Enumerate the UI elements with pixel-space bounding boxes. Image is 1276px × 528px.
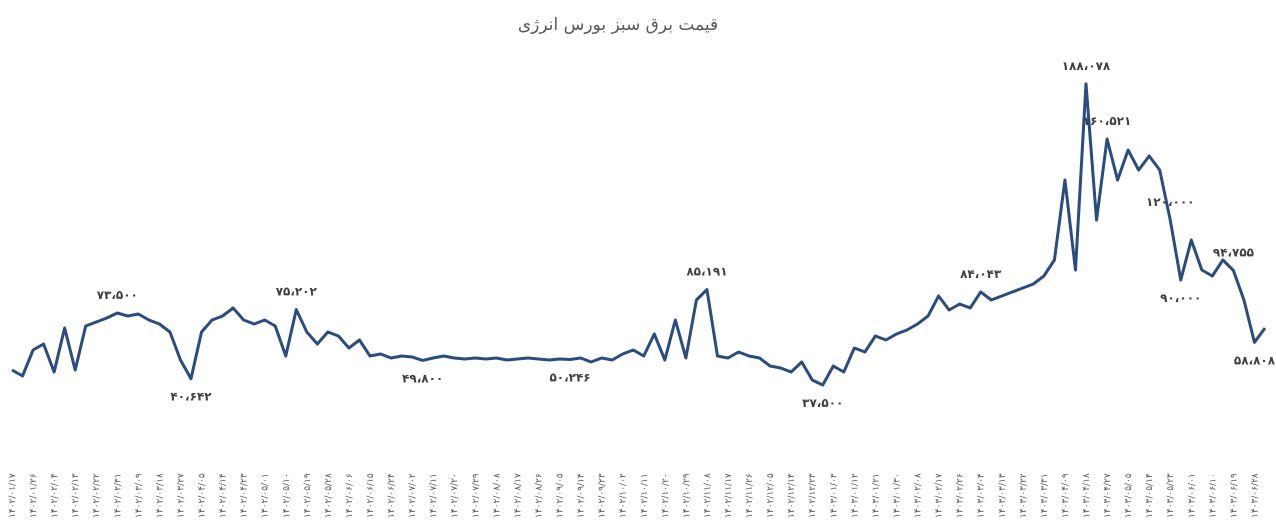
x-tick-label: ۱۴۰۲/۱۱/۰۸ [703,473,713,518]
x-tick-label: ۱۴۰۳/۰۳/۱۳ [998,473,1008,518]
x-tick-label: ۱۴۰۲/۰۷/۱۱ [429,473,439,518]
x-tick-label: ۱۴۰۲/۱۰/۰۲ [619,473,629,518]
x-tick-label: ۱۴۰۲/۰۵/۲۸ [324,473,334,518]
x-tick-label: ۱۴۰۲/۰۲/۲۲ [92,473,102,518]
x-tick-label: ۱۴۰۳/۰۶/۰۱ [1187,473,1197,518]
value-label: ۱۲۰،۰۰۰ [1146,195,1195,209]
chart-title: قیمت برق سبز بورس انرژی [518,15,718,35]
x-tick-label: ۱۴۰۳/۰۱/۱۲ [850,473,860,518]
x-tick-label: ۱۴۰۳/۰۴/۱۸ [1082,473,1092,518]
x-tick-label: ۱۴۰۲/۱۱/۱۷ [724,473,734,518]
x-tick-label: ۱۴۰۲/۰۹/۲۳ [598,473,608,518]
x-tick-label: ۱۴۰۳/۰۱/۲۱ [871,473,881,518]
x-tick-label: ۱۴۰۲/۱۱/۲۶ [745,473,755,518]
value-label: ۳۷،۵۰۰ [802,396,843,410]
value-label: ۴۹،۸۰۰ [402,371,443,385]
x-tick-label: ۱۴۰۲/۰۹/۰۵ [556,473,566,518]
x-tick-label: ۱۴۰۳/۰۵/۱۴ [1145,473,1155,518]
value-label: ۷۳،۵۰۰ [97,288,138,302]
x-tick-label: ۱۴۰۲/۰۴/۰۵ [198,473,208,518]
x-tick-label: ۱۴۰۲/۰۳/۲۷ [176,473,186,518]
x-tick-label: ۱۴۰۲/۰۶/۱۵ [366,473,376,518]
x-tick-label: ۱۴۰۳/۰۳/۳۱ [1040,473,1050,518]
x-tick-label: ۱۴۰۳/۰۶/۱۰ [1208,473,1218,518]
value-label: ۴۰،۶۴۲ [170,390,212,404]
x-tick-label: ۱۴۰۲/۰۹/۱۴ [577,473,587,518]
x-tick-label: ۱۴۰۲/۰۲/۱۳ [71,473,81,518]
x-tick-label: ۱۴۰۲/۱۲/۰۵ [766,473,776,518]
x-tick-label: ۱۴۰۳/۰۲/۱۷ [935,473,945,518]
x-tick-label: ۱۴۰۲/۰۶/۰۶ [345,473,355,518]
x-tick-label: ۱۴۰۲/۰۶/۲۴ [387,473,397,518]
x-tick-label: ۱۴۰۳/۰۴/۰۹ [1061,473,1071,518]
x-tick-label: ۱۴۰۲/۱۰/۲۹ [682,473,692,518]
x-tick-label: ۱۴۰۲/۰۳/۱۸ [155,473,165,518]
x-tick-label: ۱۴۰۳/۰۱/۳۰ [892,473,902,518]
x-tick-label: ۱۴۰۳/۰۳/۲۲ [1019,473,1029,518]
x-tick-label: ۱۴۰۲/۰۵/۱۹ [303,473,313,518]
x-tick-label: ۱۴۰۲/۰۳/۰۹ [134,473,144,518]
value-label: ۵۸،۸۰۸ [1234,353,1276,367]
x-tick-label: ۱۴۰۳/۰۳/۰۴ [977,473,987,518]
value-label: ۹۰،۰۰۰ [1160,291,1201,305]
x-tick-label: ۱۴۰۲/۱۰/۲۰ [661,473,671,518]
x-tick-label: ۱۴۰۲/۰۵/۰۱ [261,473,271,518]
value-label: ۱۸۸،۰۷۸ [1062,59,1111,73]
x-tick-label: ۱۴۰۲/۰۸/۱۷ [513,473,523,518]
x-tick-label: ۱۴۰۳/۰۶/۱۹ [1229,473,1239,518]
x-tick-label: ۱۴۰۲/۰۱/۲۶ [29,473,39,518]
x-tick-label: ۱۴۰۳/۰۴/۲۷ [1103,473,1113,518]
x-tick-label: ۱۴۰۲/۰۵/۱۰ [282,473,292,518]
x-tick-label: ۱۴۰۳/۰۲/۲۶ [956,473,966,518]
x-tick-label: ۱۴۰۲/۰۷/۲۰ [450,473,460,518]
x-tick-label: ۱۴۰۲/۰۴/۱۴ [219,473,229,518]
price-line [11,82,1267,387]
x-tick-label: ۱۴۰۲/۰۸/۲۶ [534,473,544,518]
x-tick-label: ۱۴۰۲/۱۰/۱۱ [640,473,650,518]
value-label: ۸۴،۰۴۳ [960,267,1002,281]
x-tick-label: ۱۴۰۲/۰۲/۰۴ [50,473,60,518]
x-tick-label: ۱۴۰۲/۰۲/۳۱ [113,473,123,518]
value-label: ۸۵،۱۹۱ [686,265,727,279]
x-tick-label: ۱۴۰۳/۰۵/۰۵ [1124,473,1134,518]
x-tick-label: ۱۴۰۳/۰۱/۰۳ [829,473,839,518]
x-tick-label: ۱۴۰۲/۰۷/۲۹ [471,473,481,518]
value-label: ۷۵،۲۰۲ [276,285,318,299]
value-label: ۹۴،۷۵۵ [1213,245,1254,259]
x-tick-label: ۱۴۰۲/۰۷/۰۲ [408,473,418,518]
value-label: ۵۰،۲۴۶ [549,371,590,385]
x-tick-label: ۱۴۰۲/۰۸/۰۸ [492,473,502,518]
x-tick-label: ۱۴۰۳/۰۵/۲۳ [1166,473,1176,518]
x-tick-label: ۱۴۰۳/۰۲/۰۸ [914,473,924,518]
x-tick-label: ۱۴۰۲/۱۲/۱۴ [787,473,797,518]
x-tick-label: ۱۴۰۲/۰۱/۱۷ [8,473,18,518]
x-tick-label: ۱۴۰۲/۰۴/۲۳ [240,473,250,518]
x-tick-label: ۱۴۰۳/۰۶/۲۸ [1250,473,1260,518]
x-tick-label: ۱۴۰۲/۱۲/۲۳ [808,473,818,518]
value-label: ۱۶۰،۵۲۱ [1083,114,1132,128]
